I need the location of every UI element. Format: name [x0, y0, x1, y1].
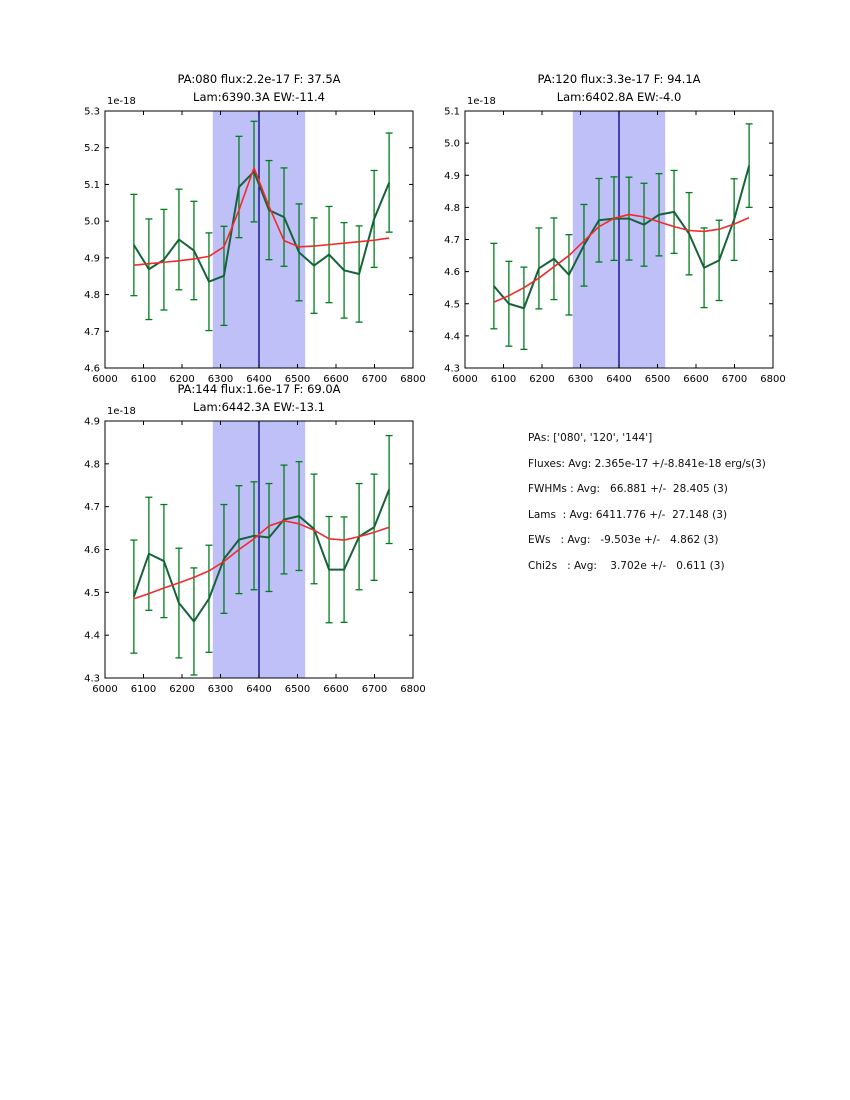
- x-tick-label: 6700: [362, 374, 387, 385]
- x-tick-label: 6100: [131, 374, 156, 385]
- y-tick-label: 4.5: [444, 299, 460, 310]
- y-axis-offset-label: 1e-18: [467, 96, 496, 107]
- x-tick-label: 6100: [491, 374, 516, 385]
- axis-ticks: [104, 110, 414, 369]
- subplot-title: PA:144 flux:1.6e-17 F: 69.0A: [177, 382, 341, 396]
- x-tick-label: 6300: [208, 684, 233, 695]
- subplot-title: PA:120 flux:3.3e-17 F: 94.1A: [537, 72, 701, 86]
- x-tick-label: 6600: [323, 684, 348, 695]
- stats-line-pas: PAs: ['080', '120', '144']: [528, 432, 653, 444]
- axis-tick-labels: 6000 6100 6200 6300 6400 6500 6600 6700 6800 4.3 4…: [444, 107, 786, 386]
- subplot-subtitle: Lam:6390.3A EW:-11.4: [193, 90, 325, 104]
- stats-line-chi2s: Chi2s : Avg: 3.702e +/- 0.611 (3): [528, 559, 725, 572]
- subplot-pa080: PA:080 flux:2.2e-17 F: 37.5A Lam:6390.3A…: [45, 56, 435, 396]
- y-tick-label: 4.7: [444, 235, 460, 246]
- spectrum-line: [493, 165, 751, 310]
- x-tick-label: 6800: [760, 374, 785, 385]
- y-tick-label: 5.0: [84, 217, 100, 228]
- fit-line: [133, 167, 390, 266]
- spectrum-line: [133, 170, 391, 283]
- x-tick-label: 6000: [92, 374, 117, 385]
- x-tick-label: 6500: [285, 374, 310, 385]
- y-tick-label: 4.8: [84, 290, 100, 301]
- y-tick-label: 5.2: [84, 143, 100, 154]
- x-tick-label: 6200: [169, 684, 194, 695]
- x-tick-label: 6100: [131, 684, 156, 695]
- spectrum-plot-pa120: 6000 6100 6200 6300 6400 6500 6600 6700 6800 4.3 4…: [444, 96, 786, 386]
- x-tick-label: 6600: [323, 374, 348, 385]
- spectrum-plot-pa080: 6000 6100 6200 6300 6400 6500 6600 6700 6800 4.6 4…: [84, 96, 426, 386]
- y-tick-label: 4.8: [444, 203, 460, 214]
- y-tick-label: 4.7: [84, 502, 100, 513]
- y-tick-label: 5.1: [444, 107, 460, 118]
- x-tick-label: 6400: [246, 374, 271, 385]
- y-tick-label: 4.9: [84, 253, 100, 264]
- y-tick-label: 4.6: [84, 545, 100, 556]
- stats-line-lams: Lams : Avg: 6411.776 +/- 27.148 (3): [528, 508, 728, 521]
- stats-line-ews: EWs : Avg: -9.503e +/- 4.862 (3): [528, 534, 719, 547]
- subplot-title: PA:080 flux:2.2e-17 F: 37.5A: [177, 72, 341, 86]
- x-tick-label: 6700: [362, 684, 387, 695]
- y-tick-label: 5.0: [444, 139, 460, 150]
- y-tick-label: 4.6: [84, 364, 100, 375]
- fit-line: [493, 213, 750, 303]
- x-tick-label: 6500: [645, 374, 670, 385]
- y-axis-offset-label: 1e-18: [107, 96, 136, 107]
- y-tick-label: 4.9: [444, 171, 460, 182]
- axis-ticks: [104, 420, 414, 679]
- y-tick-label: 4.4: [84, 631, 100, 642]
- x-tick-label: 6700: [722, 374, 747, 385]
- spectrum-line: [132, 489, 391, 623]
- axis-tick-labels: 6000 6100 6200 6300 6400 6500 6600 6700 6800 4.3 4…: [84, 417, 426, 696]
- x-tick-label: 6200: [529, 374, 554, 385]
- y-tick-label: 4.7: [84, 327, 100, 338]
- y-tick-label: 5.1: [84, 180, 100, 191]
- spectrum-plot-pa144: 6000 6100 6200 6300 6400 6500 6600 6700 6800 4.3 4…: [84, 406, 426, 696]
- stats-panel: PAs: ['080', '120', '144'] Fluxes: Avg: …: [528, 432, 766, 586]
- x-tick-label: 6000: [452, 374, 477, 385]
- subplot-pa144: PA:144 flux:1.6e-17 F: 69.0A Lam:6442.3A…: [45, 366, 435, 706]
- x-tick-label: 6800: [400, 374, 425, 385]
- y-tick-label: 4.4: [444, 331, 460, 342]
- x-tick-label: 6800: [400, 684, 425, 695]
- x-tick-label: 6300: [208, 374, 233, 385]
- subplot-subtitle: Lam:6442.3A EW:-13.1: [193, 400, 325, 414]
- x-tick-label: 6400: [606, 374, 631, 385]
- y-tick-label: 4.6: [444, 267, 460, 278]
- y-tick-label: 4.5: [84, 588, 100, 599]
- y-tick-label: 4.9: [84, 417, 100, 428]
- y-tick-label: 5.3: [84, 107, 100, 118]
- x-tick-label: 6300: [568, 374, 593, 385]
- subplot-pa120: PA:120 flux:3.3e-17 F: 94.1A Lam:6402.8A…: [405, 56, 795, 396]
- y-tick-label: 4.3: [84, 674, 100, 685]
- fit-line: [133, 520, 390, 600]
- x-tick-label: 6500: [285, 684, 310, 695]
- subplot-subtitle: Lam:6402.8A EW:-4.0: [556, 90, 682, 104]
- stats-line-fluxes: Fluxes: Avg: 2.365e-17 +/-8.841e-18 erg/…: [528, 457, 766, 470]
- x-tick-label: 6000: [92, 684, 117, 695]
- x-tick-label: 6400: [246, 684, 271, 695]
- y-tick-label: 4.3: [444, 364, 460, 375]
- y-axis-offset-label: 1e-18: [107, 406, 136, 417]
- axis-tick-labels: 6000 6100 6200 6300 6400 6500 6600 6700 6800 4.6 4…: [84, 107, 426, 386]
- x-tick-label: 6600: [683, 374, 708, 385]
- stats-line-fwhms: FWHMs : Avg: 66.881 +/- 28.405 (3): [528, 483, 728, 496]
- axis-ticks: [464, 110, 774, 369]
- x-tick-label: 6200: [169, 374, 194, 385]
- y-tick-label: 4.8: [84, 459, 100, 470]
